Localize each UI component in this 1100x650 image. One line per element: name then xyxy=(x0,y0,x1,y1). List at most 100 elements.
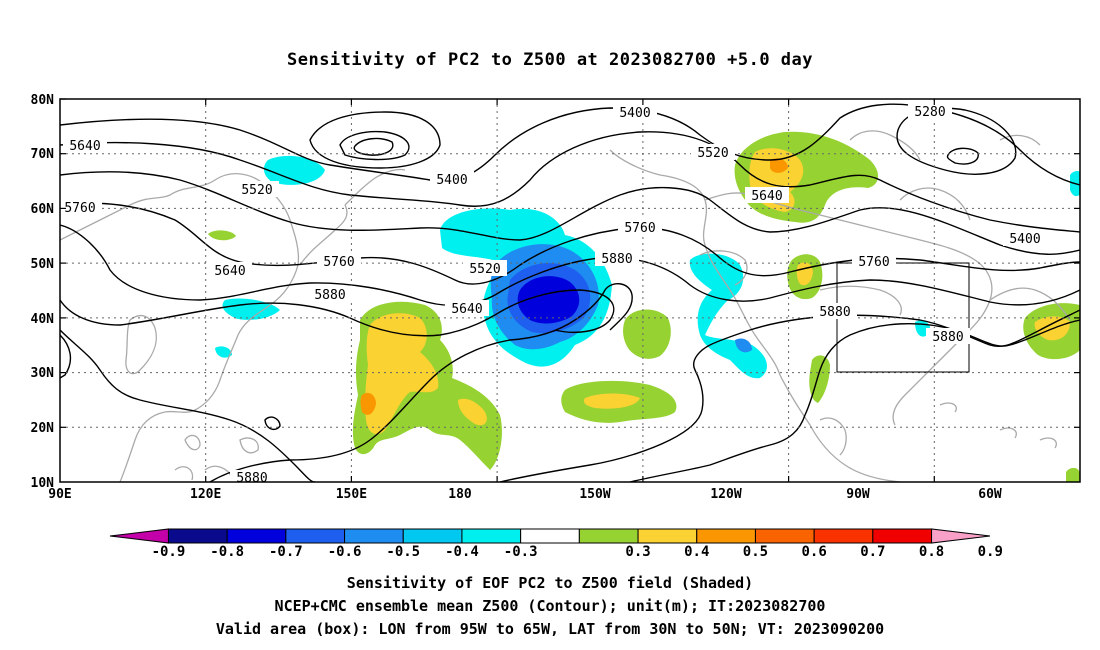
contour-label: 5400 xyxy=(1003,230,1047,247)
x-tick-label: 180 xyxy=(448,487,472,502)
shade-positive-yellow xyxy=(365,313,439,435)
contour-label: 5760 xyxy=(317,253,361,270)
contour-label: 5280 xyxy=(908,103,952,120)
contour-label: 5640 xyxy=(63,137,107,154)
svg-text:5520: 5520 xyxy=(697,146,728,161)
svg-text:5880: 5880 xyxy=(932,330,963,345)
svg-text:5760: 5760 xyxy=(64,201,95,216)
shade-positive-green xyxy=(208,230,236,241)
sensitivity-shading xyxy=(208,131,1080,482)
x-tick-label: 90E xyxy=(48,487,71,502)
y-tick-label: 30N xyxy=(31,366,55,381)
colorbar-segment xyxy=(637,528,698,544)
colorbar-label: 0.4 xyxy=(684,544,709,560)
colorbar-label: 0.8 xyxy=(919,544,944,560)
svg-text:5640: 5640 xyxy=(451,302,482,317)
colorbar-segment xyxy=(402,528,463,544)
colorbar-label: -0.9 xyxy=(152,544,186,560)
colorbar-segment xyxy=(344,528,404,544)
contour-label: 5640 xyxy=(445,300,489,317)
contour-label: 5520 xyxy=(235,181,279,198)
y-tick-label: 40N xyxy=(31,312,55,327)
svg-text:5880: 5880 xyxy=(314,288,345,303)
svg-text:5760: 5760 xyxy=(858,255,889,270)
shade-positive-yellow xyxy=(458,398,487,426)
svg-text:5520: 5520 xyxy=(469,262,500,277)
svg-text:5520: 5520 xyxy=(241,183,272,198)
x-tick-label: 120E xyxy=(190,487,221,502)
shade-negative-core xyxy=(517,276,580,324)
colorbar-segment xyxy=(696,528,756,544)
x-tick-label: 90W xyxy=(846,487,870,502)
map-plot-area xyxy=(60,99,1080,482)
colorbar: -0.9 -0.8 -0.7 -0.6 -0.5 -0.4 -0.3 0.3 0.4 0.5 0.6… xyxy=(109,528,1003,560)
svg-text:5880: 5880 xyxy=(819,305,850,320)
colorbar-label: 0.7 xyxy=(860,544,885,560)
svg-text:5400: 5400 xyxy=(1009,232,1040,247)
svg-text:5640: 5640 xyxy=(751,189,782,204)
svg-text:5400: 5400 xyxy=(436,173,467,188)
colorbar-label: -0.7 xyxy=(269,544,303,560)
y-axis-labels: 80N 70N 60N 50N 40N 30N 20N 10N xyxy=(31,93,55,491)
x-tick-label: 120W xyxy=(710,487,741,502)
contour-label: 5520 xyxy=(691,144,735,161)
y-tick-label: 50N xyxy=(31,257,55,272)
svg-text:5760: 5760 xyxy=(323,255,354,270)
x-tick-label: 150E xyxy=(336,487,367,502)
x-tick-label: 60W xyxy=(978,487,1002,502)
colorbar-label: -0.5 xyxy=(386,544,420,560)
shade-negative-blue xyxy=(735,338,752,353)
shade-negative-cyan xyxy=(222,298,280,320)
colorbar-label: 0.9 xyxy=(978,544,1003,560)
contour-label: 5640 xyxy=(208,262,252,279)
shade-positive-green xyxy=(809,355,830,403)
colorbar-segment xyxy=(167,528,228,544)
svg-text:5880: 5880 xyxy=(236,471,267,486)
contour-labels: 5400 5280 5640 5520 5520 5400 5760 5760 … xyxy=(58,103,1047,486)
svg-text:5640: 5640 xyxy=(214,264,245,279)
shade-positive-orange xyxy=(360,392,376,415)
contour-label: 5880 xyxy=(926,328,970,345)
y-tick-label: 60N xyxy=(31,202,55,217)
contour-label: 5400 xyxy=(613,104,657,121)
colorbar-segment xyxy=(872,528,933,544)
colorbar-label: 0.6 xyxy=(802,544,827,560)
map-title: Sensitivity of PC2 to Z500 at 2023082700… xyxy=(286,50,813,70)
map-grid xyxy=(60,99,1080,482)
contour-label: 5760 xyxy=(58,199,102,216)
contour-label: 5760 xyxy=(618,219,662,236)
contour-label: 5640 xyxy=(745,187,789,204)
contour-label: 5400 xyxy=(430,171,474,188)
shade-positive-orange xyxy=(770,158,788,173)
svg-text:5880: 5880 xyxy=(601,252,632,267)
colorbar-arrow-low xyxy=(109,528,169,544)
shade-positive-yellow xyxy=(583,393,640,409)
y-tick-label: 10N xyxy=(31,476,55,491)
caption-line-3: Valid area (box): LON from 95W to 65W, L… xyxy=(215,620,885,638)
shade-positive-green xyxy=(623,309,671,359)
colorbar-label: -0.8 xyxy=(210,544,244,560)
contour-label: 5880 xyxy=(230,470,274,486)
colorbar-segment xyxy=(461,528,522,544)
x-axis-labels: 90E 120E 150E 180 150W 120W 90W 60W xyxy=(48,487,1002,502)
colorbar-arrow-high xyxy=(931,528,991,544)
caption-line-1: Sensitivity of EOF PC2 to Z500 field (Sh… xyxy=(346,574,754,592)
contour-label: 5880 xyxy=(595,250,639,267)
shade-negative-cyan xyxy=(215,346,232,358)
contour-label: 5880 xyxy=(308,286,352,303)
caption-line-2: NCEP+CMC ensemble mean Z500 (Contour); u… xyxy=(274,597,826,615)
contour-label: 5520 xyxy=(463,260,507,277)
colorbar-label: 0.3 xyxy=(625,544,650,560)
colorbar-label: -0.6 xyxy=(328,544,362,560)
contour-label: 5880 xyxy=(813,303,857,320)
colorbar-segment xyxy=(754,528,815,544)
colorbar-segment xyxy=(226,528,287,544)
colorbar-label: 0.5 xyxy=(743,544,768,560)
svg-text:5400: 5400 xyxy=(619,106,650,121)
svg-text:5640: 5640 xyxy=(69,139,100,154)
colorbar-segment xyxy=(285,528,346,544)
x-tick-label: 150W xyxy=(579,487,610,502)
shade-positive-green xyxy=(1066,467,1080,482)
axis-ticks xyxy=(60,98,1080,482)
